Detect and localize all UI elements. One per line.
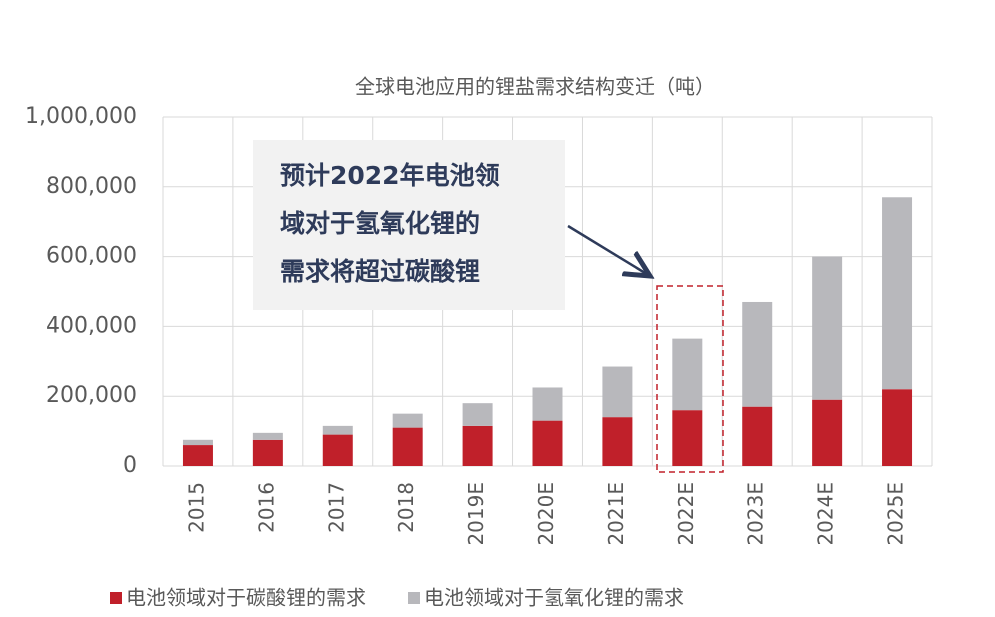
- y-tick-label: 0: [123, 453, 137, 478]
- bar-segment: [672, 338, 703, 411]
- legend-label: 电池领域对于氢氧化锂的需求: [424, 586, 684, 610]
- bar-segment: [602, 417, 633, 466]
- annotation-line: 域对于氢氧化锂的: [280, 209, 480, 238]
- bar-segment: [322, 425, 353, 435]
- annotation-line: 预计2022年电池领: [280, 161, 500, 190]
- x-tick-label: 2017: [324, 482, 348, 533]
- bar-segment: [742, 301, 773, 407]
- y-tick-label: 800,000: [46, 174, 137, 199]
- annotation-box: [253, 140, 565, 310]
- bar-segment: [812, 399, 843, 466]
- bar-segment: [322, 434, 353, 466]
- x-tick-label: 2025E: [884, 482, 908, 546]
- x-tick-label: 2021E: [604, 482, 628, 546]
- x-tick-label: 2020E: [534, 482, 558, 546]
- bar-segment: [252, 439, 283, 466]
- x-tick-label: 2015: [184, 482, 208, 533]
- bar-segment: [392, 413, 423, 428]
- y-tick-label: 400,000: [46, 313, 137, 338]
- annotation-arrow: [567, 224, 650, 276]
- legend-label: 电池领域对于碳酸锂的需求: [126, 586, 366, 610]
- annotation-line: 需求将超过碳酸锂: [280, 257, 480, 286]
- x-tick-label: 2024E: [814, 482, 838, 546]
- bar-segment: [742, 406, 773, 466]
- legend-swatch: [408, 592, 420, 604]
- bar-segment: [462, 403, 493, 426]
- bar-segment: [532, 420, 563, 466]
- bar-segment: [602, 366, 633, 418]
- bar-segment: [182, 439, 213, 446]
- x-tick-label: 2018: [394, 482, 418, 533]
- x-tick-label: 2022E: [674, 482, 698, 546]
- highlight-box: [656, 285, 724, 473]
- y-tick-label: 600,000: [46, 244, 137, 269]
- x-tick-label: 2023E: [744, 482, 768, 546]
- x-tick-label: 2016: [254, 482, 278, 533]
- bar-segment: [532, 387, 563, 421]
- bar-segment: [812, 256, 843, 400]
- bar-segment: [462, 425, 493, 466]
- y-tick-label: 1,000,000: [25, 104, 137, 129]
- bar-segment: [882, 197, 913, 390]
- bar-segment: [392, 427, 423, 466]
- bar-segment: [672, 410, 703, 466]
- y-tick-label: 200,000: [46, 383, 137, 408]
- bar-segment: [252, 432, 283, 440]
- bar-segment: [882, 389, 913, 466]
- legend-swatch: [110, 592, 122, 604]
- chart-title: 全球电池应用的锂盐需求结构变迁（吨）: [355, 75, 715, 99]
- x-tick-label: 2019E: [464, 482, 488, 546]
- bar-segment: [182, 445, 213, 466]
